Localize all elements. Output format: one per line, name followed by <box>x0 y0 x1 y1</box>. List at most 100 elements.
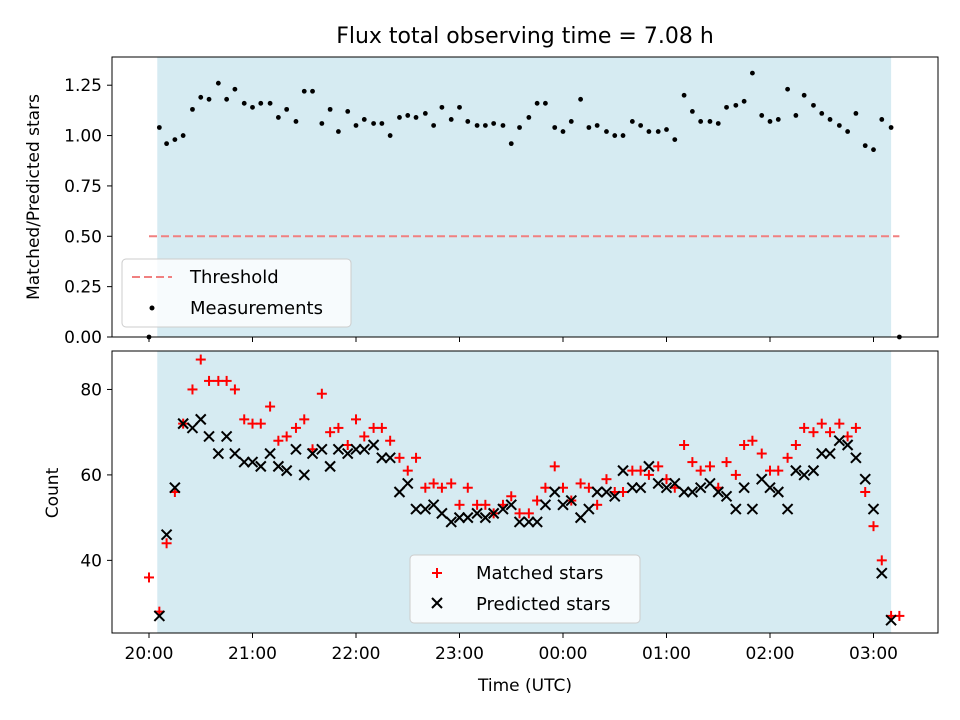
x-tick-label: 20:00 <box>125 644 174 664</box>
measurement-point <box>638 123 644 128</box>
predicted-star-point <box>539 499 552 511</box>
predicted-star-point <box>704 477 716 490</box>
matched-star-point <box>799 422 810 433</box>
predicted-star-point <box>306 447 319 460</box>
measurement-point <box>586 125 592 130</box>
measurement-point <box>301 88 307 94</box>
predicted-star-point <box>238 456 250 468</box>
matched-star-point <box>394 452 405 463</box>
matched-star-point <box>653 461 664 472</box>
matched-star-point <box>454 499 465 510</box>
predicted-star-point <box>358 443 370 455</box>
predicted-star-point <box>531 516 543 528</box>
measurement-point <box>327 106 333 112</box>
predicted-legend-label: Predicted stars <box>476 594 610 615</box>
matched-star-point <box>333 422 344 433</box>
predicted-star-point <box>410 503 422 515</box>
matched-star-point <box>782 452 793 463</box>
measurement-point <box>474 123 480 128</box>
predicted-star-point <box>453 511 466 524</box>
predicted-star-point <box>316 443 328 455</box>
measurement-point <box>164 141 169 147</box>
predicted-star-point <box>549 486 561 498</box>
predicted-star-point <box>850 452 862 464</box>
predicted-star-point <box>186 422 199 434</box>
measurement-point <box>733 102 739 108</box>
measurement-point <box>689 108 695 114</box>
predicted-star-point <box>513 516 526 528</box>
predicted-star-point <box>652 477 664 490</box>
measurement-point <box>258 100 264 106</box>
measurement-point <box>827 117 833 122</box>
matched-star-point <box>411 452 422 463</box>
predicted-star-point <box>324 460 336 473</box>
predicted-star-point <box>332 443 345 455</box>
predicted-star-point <box>867 503 880 515</box>
measurement-point <box>672 137 678 142</box>
predicted-star-point <box>229 447 241 460</box>
matched-star-point <box>290 422 301 433</box>
predicted-star-point <box>609 490 621 502</box>
y-tick-label: 1.00 <box>64 127 102 147</box>
y-tick-label: 0.75 <box>64 177 102 197</box>
predicted-star-point <box>772 486 784 498</box>
matched-legend-swatch <box>432 568 442 578</box>
predicted-star-point <box>764 482 776 494</box>
matched-star-point <box>402 465 413 476</box>
predicted-star-point <box>859 473 871 485</box>
predicted-star-point <box>678 486 690 498</box>
predicted-star-point <box>367 439 380 451</box>
top-legend-box <box>121 258 352 328</box>
predicted-star-point <box>505 499 517 511</box>
matched-star-point <box>187 384 198 395</box>
predicted-star-point <box>195 413 207 426</box>
matched-star-point <box>299 414 310 425</box>
measurement-point <box>811 102 816 108</box>
matched-star-point <box>756 448 767 459</box>
matched-legend-label: Matched stars <box>476 563 603 584</box>
measurement-point <box>604 129 609 134</box>
predicted-star-point <box>574 511 587 524</box>
measurement-point <box>353 123 359 128</box>
measurement-point <box>552 125 558 130</box>
predicted-star-point <box>290 443 302 455</box>
predicted-star-point <box>634 482 647 494</box>
y-tick-label: 0.00 <box>64 328 102 348</box>
predicted-star-point <box>264 447 276 460</box>
predicted-star-point <box>272 460 285 473</box>
measurement-point <box>431 123 437 128</box>
y-tick-label: 1.25 <box>64 76 102 96</box>
measurement-point <box>534 100 540 106</box>
measurement-point <box>724 104 729 110</box>
matched-star-point <box>643 469 654 480</box>
bottom-x-ticks: 20:00 21:00 22:00 23:00 00:00 01:00 02:00 03:00 <box>125 633 898 664</box>
matched-star-point <box>385 435 396 446</box>
x-tick-label: 23:00 <box>435 644 484 664</box>
measurement-point <box>457 104 462 110</box>
top-axes-frame <box>111 56 939 338</box>
predicted-star-point <box>246 456 259 468</box>
matched-star-point <box>316 388 327 399</box>
measurement-point <box>156 125 162 130</box>
predicted-star-point <box>841 439 854 451</box>
predicted-star-point <box>565 494 577 507</box>
matched-star-point <box>816 418 827 429</box>
measurement-point <box>172 137 178 142</box>
predicted-star-point <box>376 452 388 464</box>
measurement-point <box>198 94 204 100</box>
predicted-star-point <box>885 614 897 626</box>
measurement-point <box>879 117 885 122</box>
measurement-point <box>180 133 186 138</box>
y-tick-label: 0.25 <box>64 278 102 298</box>
bottom-legend: Matched stars Predicted stars <box>409 554 641 624</box>
measurement-point <box>612 133 618 138</box>
predicted-star-point <box>342 447 354 460</box>
measurement-point <box>361 117 367 122</box>
bottom-y-axis-label: Count <box>43 467 63 518</box>
predicted-star-point <box>643 460 655 473</box>
measurement-point <box>741 98 747 104</box>
predicted-star-point <box>255 460 267 473</box>
matched-star-point <box>420 482 431 493</box>
measurement-point <box>190 106 195 112</box>
predicted-star-point <box>298 469 310 481</box>
